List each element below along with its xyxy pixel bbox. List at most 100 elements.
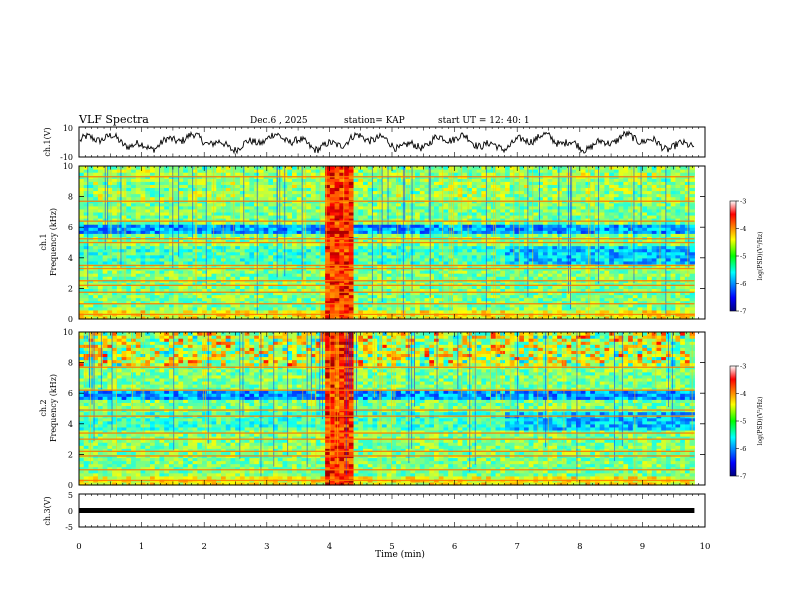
spectrogram-cell <box>542 273 549 277</box>
spectrogram-cell <box>538 181 544 185</box>
spectrogram-cell <box>145 196 151 201</box>
spectrogram-cell <box>116 315 123 320</box>
spectrogram-cell <box>225 202 232 207</box>
spectrogram-cell <box>315 260 322 265</box>
spectrogram-cell <box>107 251 113 256</box>
spectrogram-cell <box>481 181 487 185</box>
spectrogram-cell <box>206 239 213 244</box>
spectrogram-cell <box>509 285 516 289</box>
spectrogram-cell <box>386 172 393 176</box>
spectrogram-cell <box>296 224 303 228</box>
spectrogram-cell <box>159 288 165 293</box>
spectrogram-cell <box>216 257 222 262</box>
spectrogram-cell <box>197 276 203 280</box>
spectrogram-cell <box>249 245 255 250</box>
spectrogram-cell <box>462 297 468 302</box>
spectrogram-cell <box>244 251 250 256</box>
spectrogram-cell <box>178 178 184 182</box>
spectrogram-cell <box>471 291 478 296</box>
spectrogram-cell <box>509 300 516 305</box>
spectrogram-cell <box>372 190 378 195</box>
spectrogram-cell <box>358 227 364 231</box>
spectrogram-cell <box>306 184 312 189</box>
spectrogram-cell <box>249 184 255 189</box>
spectrogram-cell <box>381 227 388 231</box>
spectrogram-cell <box>367 230 374 234</box>
spectrogram-cell <box>206 260 213 265</box>
spectrogram-cell <box>211 309 217 314</box>
spectrogram-cell <box>325 260 331 265</box>
spectrogram-cell <box>164 221 170 225</box>
spectrogram-cell <box>173 230 179 234</box>
spectrogram-cell <box>164 211 170 216</box>
spectrogram-cell <box>358 303 364 308</box>
spectrogram-cell <box>206 282 213 286</box>
spectrogram-cell <box>457 221 464 225</box>
spectrogram-cell <box>386 254 393 259</box>
spectrogram-cell <box>83 297 90 302</box>
spectrogram-cell <box>206 190 213 195</box>
spectrogram-cell <box>344 248 350 253</box>
spectrogram-cell <box>363 309 369 314</box>
spectrogram-cell <box>320 285 326 289</box>
spectrogram-cell <box>197 273 203 277</box>
spectrogram-cell <box>97 205 104 210</box>
spectrogram-cell <box>173 178 179 182</box>
spectrogram-cell <box>230 242 236 247</box>
spectrogram-cell <box>348 166 355 170</box>
spectrogram-cell <box>83 218 90 222</box>
spectrogram-cell <box>528 172 535 176</box>
spectrogram-cell <box>533 169 539 173</box>
spectrogram-cell <box>263 172 269 176</box>
spectrogram-cell <box>88 205 94 210</box>
spectrogram-cell <box>83 184 90 189</box>
spectrogram-cell <box>131 239 137 244</box>
spectrogram-cell <box>168 260 175 265</box>
spectrogram-cell <box>348 276 355 280</box>
spectrogram-cell <box>429 294 435 299</box>
spectrogram-cell <box>310 190 317 195</box>
spectrogram-cell <box>239 257 246 262</box>
spectrogram-cell <box>154 273 161 277</box>
spectrogram-cell <box>528 300 535 305</box>
spectrogram-cell <box>505 202 511 207</box>
spectrogram-cell <box>528 193 535 198</box>
spectrogram-cell <box>258 221 265 225</box>
spectrogram-cell <box>79 233 85 237</box>
spectrogram-cell <box>457 211 464 216</box>
spectrogram-cell <box>277 282 284 286</box>
spectrogram-cell <box>187 190 194 195</box>
spectrogram-cell <box>244 224 250 228</box>
spectrogram-cell <box>310 251 317 256</box>
spectrogram-cell <box>528 245 535 250</box>
spectrogram-cell <box>495 205 501 210</box>
spectrogram-cell <box>112 193 118 198</box>
spectrogram-cell <box>542 297 549 302</box>
spectrogram-cell <box>325 208 331 213</box>
spectrogram-cell <box>83 285 90 289</box>
spectrogram-cell <box>528 294 535 299</box>
spectrogram-cell <box>419 270 426 274</box>
spectrogram-cell <box>523 184 530 189</box>
spectrogram-cell <box>424 270 430 274</box>
spectrogram-cell <box>145 208 151 213</box>
spectrogram-cell <box>486 221 492 225</box>
spectrogram-cell <box>500 211 506 216</box>
spectrogram-cell <box>419 309 426 314</box>
spectrogram-cell <box>538 303 544 308</box>
spectrogram-cell <box>187 218 194 222</box>
spectrogram-cell <box>315 172 322 176</box>
spectrogram-cell <box>216 294 222 299</box>
spectrogram-cell <box>88 254 94 259</box>
spectrogram-cell <box>386 181 393 185</box>
spectrogram-cell <box>528 270 535 274</box>
spectrogram-cell <box>542 248 549 253</box>
spectrogram-cell <box>131 315 137 320</box>
spectrogram-cell <box>258 291 265 296</box>
spectrogram-cell <box>448 309 454 314</box>
spectrogram-cell <box>509 205 516 210</box>
spectrogram-cell <box>150 306 156 311</box>
spectrogram-cell <box>391 300 397 305</box>
spectrogram-cell <box>221 273 227 277</box>
spectrogram-cell <box>339 202 345 207</box>
